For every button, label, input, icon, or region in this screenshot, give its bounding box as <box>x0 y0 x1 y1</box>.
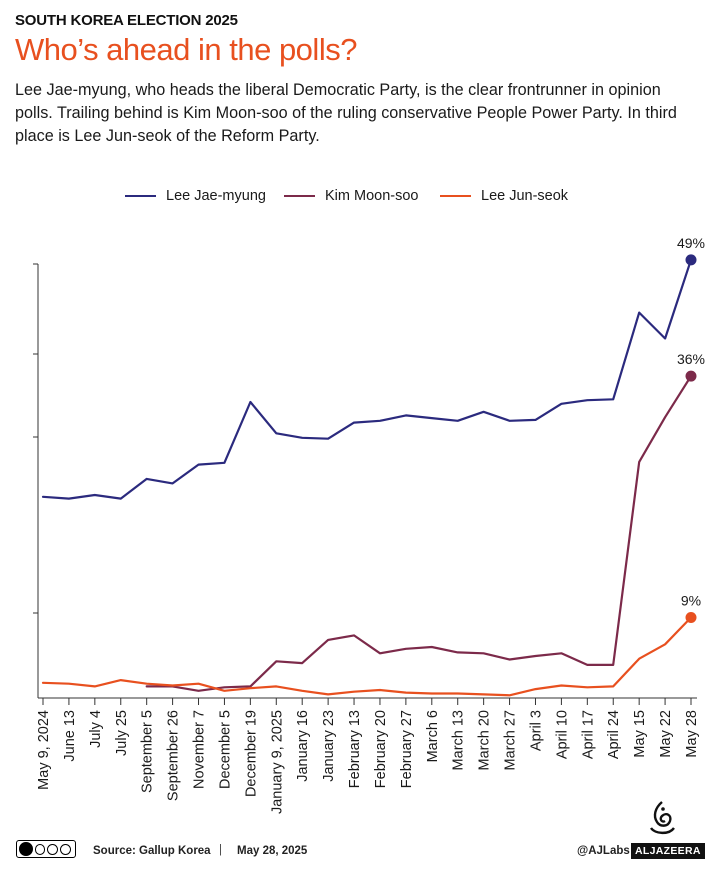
x-tick-label: February 27 <box>399 710 415 788</box>
x-tick-label: September 5 <box>140 710 156 793</box>
legend-item-lee-jae-myung: Lee Jae-myung <box>125 188 266 204</box>
line-chart: May 9, 2024 June 13 July 4 July 25 September… <box>33 235 705 814</box>
legend-swatch <box>440 195 471 197</box>
series-end-point-1 <box>685 370 697 382</box>
chart-legend: Lee Jae-myung Kim Moon-soo Lee Jun-seok <box>0 188 705 210</box>
x-tick-label: May 9, 2024 <box>36 710 52 790</box>
x-tick-label: January 9, 2025 <box>269 710 285 814</box>
footer: Source: Gallup Korea | May 28, 2025 @AJL… <box>0 801 705 868</box>
footer-date: May 28, 2025 <box>237 845 308 857</box>
kicker: SOUTH KOREA ELECTION 2025 <box>15 12 238 29</box>
x-tick-label: January 16 <box>295 710 311 782</box>
legend-item-lee-jun-seok: Lee Jun-seok <box>440 188 568 204</box>
data-label: 36% <box>677 351 705 367</box>
cc-by-nc-sa-icon <box>16 840 76 858</box>
description: Lee Jae-myung, who heads the liberal Dem… <box>15 81 677 145</box>
page-title: Who’s ahead in the polls? <box>15 32 357 67</box>
x-tick-label: May 22 <box>658 710 674 758</box>
x-tick-label: May 28 <box>684 710 700 758</box>
series-end-point-2 <box>685 612 697 624</box>
x-tick-label: July 25 <box>114 710 130 756</box>
x-tick-label: March 27 <box>503 710 519 770</box>
legend-label: Lee Jun-seok <box>481 188 569 204</box>
x-tick-label: April 17 <box>580 710 596 759</box>
x-tick-label: December 19 <box>243 710 259 797</box>
ajlabs-handle: @AJLabs <box>577 845 630 857</box>
x-tick-label: September 26 <box>166 710 182 801</box>
series-line-2 <box>41 616 693 697</box>
x-tick-label: February 20 <box>373 710 389 788</box>
series-line-0 <box>41 258 693 500</box>
aljazeera-wordmark: ALJAZEERA <box>631 843 705 859</box>
x-tick-label: April 3 <box>528 710 544 751</box>
legend-swatch <box>125 195 156 197</box>
x-tick-label: June 13 <box>62 710 78 762</box>
series-line-1 <box>145 375 693 692</box>
legend-label: Kim Moon-soo <box>325 188 419 204</box>
x-tick-label: March 20 <box>477 710 493 770</box>
footer-separator: | <box>219 844 222 856</box>
source-text: Source: Gallup Korea <box>93 845 211 857</box>
x-tick-label: March 13 <box>451 710 467 770</box>
x-tick-label: July 4 <box>88 710 104 748</box>
legend-label: Lee Jae-myung <box>166 188 266 204</box>
x-tick-label: May 15 <box>632 710 648 758</box>
x-tick-label: February 13 <box>347 710 363 788</box>
x-tick-label: April 10 <box>554 710 570 759</box>
x-tick-label: January 23 <box>321 710 337 782</box>
x-tick-label: December 5 <box>217 710 233 789</box>
x-tick-label: April 24 <box>606 710 622 759</box>
aljazeera-logo-icon <box>650 801 675 835</box>
series-end-point-0 <box>685 254 697 266</box>
x-tick-label: March 6 <box>425 710 441 762</box>
legend-swatch <box>284 195 315 197</box>
data-label: 49% <box>677 235 705 251</box>
x-tick-label: November 7 <box>192 710 208 789</box>
legend-item-kim-moon-soo: Kim Moon-soo <box>284 188 418 204</box>
data-label: 9% <box>681 593 701 609</box>
